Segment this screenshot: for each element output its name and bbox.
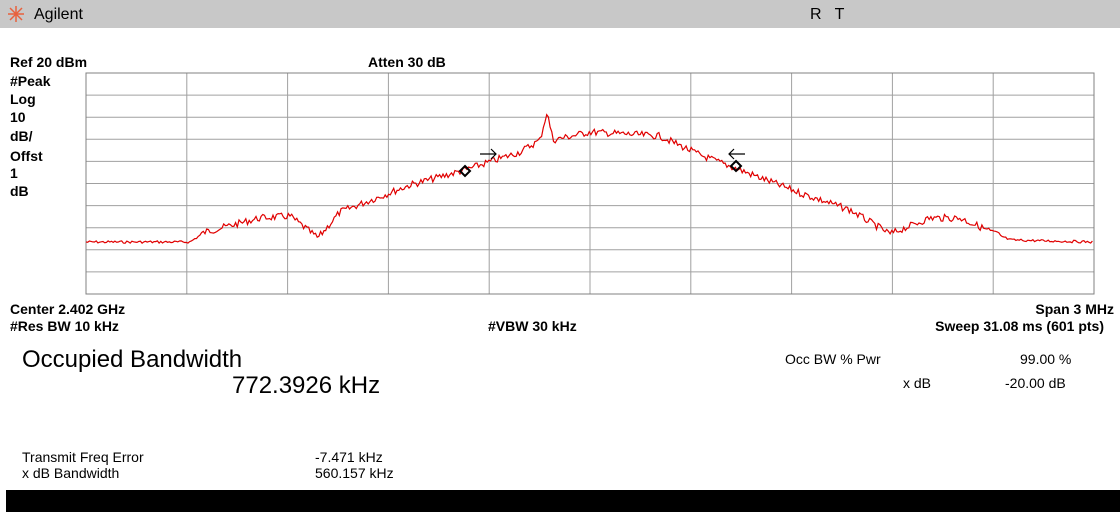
ref-level: Ref 20 dBm	[10, 54, 88, 70]
param-label: Occ BW % Pwr	[785, 351, 881, 367]
trace	[85, 113, 1093, 245]
scale-label: dB	[10, 183, 29, 199]
result-label: Transmit Freq Error	[22, 449, 144, 465]
sweep: Sweep 31.08 ms (601 pts)	[935, 318, 1104, 334]
marker	[458, 164, 472, 178]
measurement-value: 772.3926 kHz	[232, 372, 381, 399]
attenuation: Atten 30 dB	[368, 54, 446, 70]
scale-label: dB/	[10, 128, 33, 144]
result-label: x dB Bandwidth	[22, 465, 120, 481]
result-value: 560.157 kHz	[315, 465, 394, 481]
param-label: x dB	[903, 375, 932, 391]
title-bar	[0, 0, 1120, 28]
scale-label: 1	[10, 165, 18, 181]
status: R T	[810, 6, 845, 23]
brand: Agilent	[34, 6, 83, 23]
softkey-bar	[6, 490, 1120, 512]
logo	[8, 6, 24, 22]
span: Span 3 MHz	[1035, 301, 1114, 317]
param-value: 99.00 %	[1020, 351, 1072, 367]
arrow	[728, 148, 745, 160]
result-value: -7.471 kHz	[315, 449, 383, 465]
scale-label: Offst	[10, 148, 43, 164]
scale-label: Log	[10, 91, 36, 107]
center-freq: Center 2.402 GHz	[10, 301, 126, 317]
measurement-title: Occupied Bandwidth	[22, 346, 243, 373]
trace-plot	[85, 72, 1095, 295]
scale-label: #Peak	[10, 73, 51, 89]
marker	[729, 159, 743, 173]
scale-label: 10	[10, 109, 26, 125]
res-bw: #Res BW 10 kHz	[10, 318, 119, 334]
plot-frame	[85, 72, 1095, 295]
vbw: #VBW 30 kHz	[488, 318, 577, 334]
param-value: -20.00 dB	[1005, 375, 1066, 391]
arrow	[480, 148, 497, 160]
